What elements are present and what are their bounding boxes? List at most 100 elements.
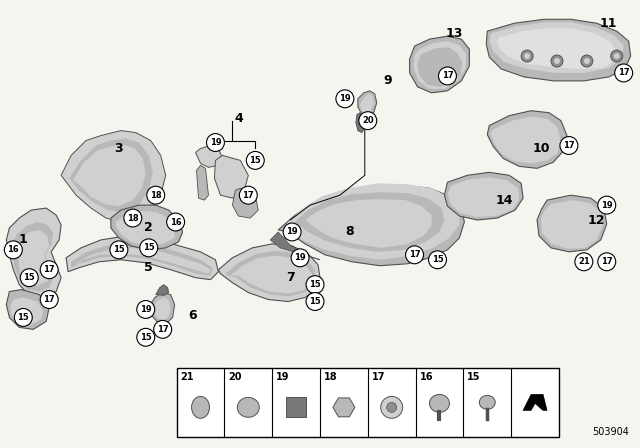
Text: 18: 18 bbox=[127, 214, 139, 223]
Circle shape bbox=[336, 90, 354, 108]
Polygon shape bbox=[230, 256, 312, 293]
Polygon shape bbox=[232, 188, 259, 218]
Polygon shape bbox=[66, 236, 218, 280]
Text: 12: 12 bbox=[588, 214, 605, 227]
Text: 15: 15 bbox=[309, 280, 321, 289]
Text: 15: 15 bbox=[17, 313, 29, 322]
Text: 16: 16 bbox=[420, 372, 433, 382]
Text: 17: 17 bbox=[442, 71, 453, 81]
Text: 15: 15 bbox=[24, 273, 35, 282]
Circle shape bbox=[137, 328, 155, 346]
Circle shape bbox=[524, 53, 530, 59]
Circle shape bbox=[429, 251, 447, 269]
Text: 17: 17 bbox=[157, 325, 168, 334]
Circle shape bbox=[40, 261, 58, 279]
Ellipse shape bbox=[387, 402, 397, 412]
Text: 21: 21 bbox=[180, 372, 194, 382]
Circle shape bbox=[40, 291, 58, 309]
Text: 18: 18 bbox=[324, 372, 338, 382]
Polygon shape bbox=[447, 177, 519, 217]
Bar bbox=[177, 368, 559, 437]
Circle shape bbox=[554, 58, 560, 64]
Circle shape bbox=[406, 246, 424, 264]
Text: 15: 15 bbox=[250, 156, 261, 165]
Text: 18: 18 bbox=[150, 191, 161, 200]
Polygon shape bbox=[270, 232, 320, 260]
Ellipse shape bbox=[237, 397, 259, 417]
Circle shape bbox=[124, 209, 142, 227]
Polygon shape bbox=[196, 146, 223, 168]
Polygon shape bbox=[61, 130, 166, 222]
Text: 16: 16 bbox=[170, 218, 182, 227]
Text: 15: 15 bbox=[309, 297, 321, 306]
Text: 19: 19 bbox=[276, 372, 290, 382]
Text: 13: 13 bbox=[445, 27, 463, 40]
Circle shape bbox=[207, 134, 225, 151]
Text: 20: 20 bbox=[362, 116, 374, 125]
Text: 9: 9 bbox=[383, 74, 392, 87]
Text: 5: 5 bbox=[145, 261, 153, 274]
Circle shape bbox=[521, 50, 533, 62]
Text: 17: 17 bbox=[44, 265, 55, 274]
Circle shape bbox=[306, 293, 324, 310]
Text: 2: 2 bbox=[145, 221, 153, 234]
Text: 19: 19 bbox=[286, 228, 298, 237]
Polygon shape bbox=[12, 222, 53, 292]
Polygon shape bbox=[417, 47, 462, 87]
Circle shape bbox=[359, 112, 377, 129]
Circle shape bbox=[14, 309, 32, 326]
Circle shape bbox=[4, 241, 22, 259]
Polygon shape bbox=[285, 183, 460, 260]
Text: 16: 16 bbox=[8, 246, 19, 254]
Text: 17: 17 bbox=[44, 295, 55, 304]
Text: 8: 8 bbox=[346, 225, 354, 238]
Circle shape bbox=[438, 67, 456, 85]
Circle shape bbox=[581, 55, 593, 67]
Polygon shape bbox=[71, 243, 212, 276]
Circle shape bbox=[584, 58, 590, 64]
Text: 10: 10 bbox=[532, 142, 550, 155]
Polygon shape bbox=[214, 155, 248, 198]
Ellipse shape bbox=[479, 396, 495, 409]
Polygon shape bbox=[497, 28, 617, 69]
Text: 19: 19 bbox=[294, 253, 306, 262]
Circle shape bbox=[137, 301, 155, 319]
Polygon shape bbox=[76, 248, 211, 274]
Circle shape bbox=[614, 64, 632, 82]
Text: 17: 17 bbox=[601, 257, 612, 266]
Circle shape bbox=[560, 137, 578, 155]
Text: 17: 17 bbox=[409, 250, 420, 259]
Text: 19: 19 bbox=[140, 305, 152, 314]
Polygon shape bbox=[523, 394, 547, 410]
Polygon shape bbox=[489, 22, 623, 73]
Circle shape bbox=[147, 186, 164, 204]
Text: 15: 15 bbox=[467, 372, 481, 382]
Polygon shape bbox=[333, 398, 355, 417]
Ellipse shape bbox=[429, 394, 449, 412]
Polygon shape bbox=[278, 185, 465, 266]
Polygon shape bbox=[358, 91, 377, 118]
Text: 14: 14 bbox=[495, 194, 513, 207]
Polygon shape bbox=[116, 211, 175, 246]
Polygon shape bbox=[19, 230, 51, 286]
Circle shape bbox=[291, 249, 309, 267]
Circle shape bbox=[140, 239, 157, 257]
Text: 1: 1 bbox=[19, 233, 28, 246]
Polygon shape bbox=[410, 36, 469, 93]
Circle shape bbox=[575, 253, 593, 271]
Polygon shape bbox=[6, 289, 49, 329]
Polygon shape bbox=[486, 19, 630, 81]
Polygon shape bbox=[537, 195, 607, 252]
Text: 15: 15 bbox=[113, 246, 125, 254]
Ellipse shape bbox=[381, 396, 403, 418]
Polygon shape bbox=[286, 397, 306, 417]
Text: 7: 7 bbox=[285, 271, 294, 284]
Polygon shape bbox=[156, 284, 169, 296]
Text: 19: 19 bbox=[210, 138, 221, 147]
Text: 6: 6 bbox=[188, 309, 197, 322]
Circle shape bbox=[166, 213, 184, 231]
Circle shape bbox=[306, 276, 324, 293]
Polygon shape bbox=[225, 251, 315, 297]
Circle shape bbox=[611, 50, 623, 62]
Circle shape bbox=[598, 253, 616, 271]
